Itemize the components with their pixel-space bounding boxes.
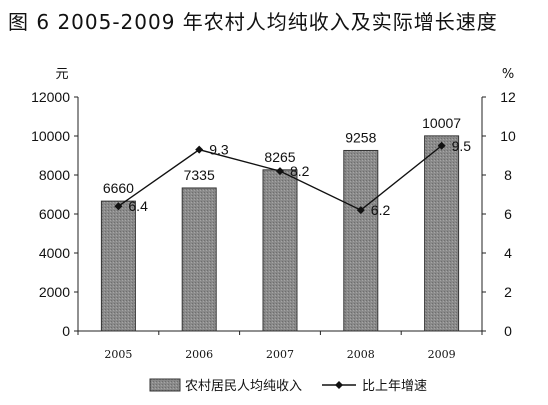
legend-bar-label: 农村居民人均纯收入 [185,379,302,394]
x-tick-label: 2009 [428,348,456,361]
y-right-tick-label: 2 [504,284,512,300]
bar [100,200,136,332]
growth-point [195,145,204,154]
y-right-tick-label: 12 [500,89,516,105]
growth-point [437,141,446,150]
bar-value-label: 9258 [345,129,376,145]
chart-title: 图 6 2005-2009 年农村人均纯收入及实际增长速度 [8,10,498,34]
y-right-unit: % [502,67,514,82]
legend-bar-swatch [149,378,181,392]
y-left-tick-label: 12000 [31,89,70,105]
y-left-tick-label: 8000 [39,167,70,183]
bar-value-label: 7335 [184,167,215,183]
line-value-label: 9.5 [452,138,472,154]
y-right-tick-label: 4 [504,245,512,261]
bar [181,187,217,332]
bar [424,135,460,332]
bar-value-label: 8265 [264,149,295,165]
growth-point [276,167,284,176]
y-right-tick-label: 8 [504,167,512,183]
bar-value-label: 6660 [103,180,134,196]
y-right-tick-label: 0 [504,323,512,339]
bar [343,149,379,332]
bar-value-label: 10007 [422,115,461,131]
y-left-tick-label: 2000 [39,284,70,300]
line-value-label: 6.2 [371,202,391,218]
x-tick-label: 2006 [185,348,213,361]
x-tick-label: 2007 [266,348,294,361]
legend-line-label: 比上年增速 [362,379,427,394]
x-tick-label: 2005 [104,348,132,361]
growth-point [356,206,365,215]
line-value-label: 8.2 [290,163,310,179]
y-left-tick-label: 10000 [31,128,70,144]
y-left-tick-label: 0 [62,323,70,339]
y-right-tick-label: 6 [504,206,512,222]
line-value-label: 6.4 [128,198,148,214]
x-tick-label: 2008 [347,348,375,361]
legend-line-marker [335,381,343,389]
y-left-unit: 元 [55,67,68,82]
growth-point [114,202,123,211]
y-left-tick-label: 4000 [39,245,70,261]
line-value-label: 9.3 [209,142,229,158]
y-left-tick-label: 6000 [39,206,70,222]
y-right-tick-label: 10 [500,128,516,144]
bar [262,169,298,332]
